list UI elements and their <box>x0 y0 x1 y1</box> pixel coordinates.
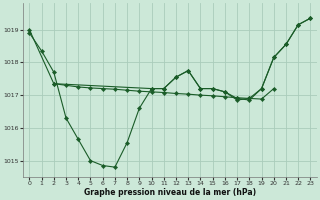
X-axis label: Graphe pression niveau de la mer (hPa): Graphe pression niveau de la mer (hPa) <box>84 188 256 197</box>
